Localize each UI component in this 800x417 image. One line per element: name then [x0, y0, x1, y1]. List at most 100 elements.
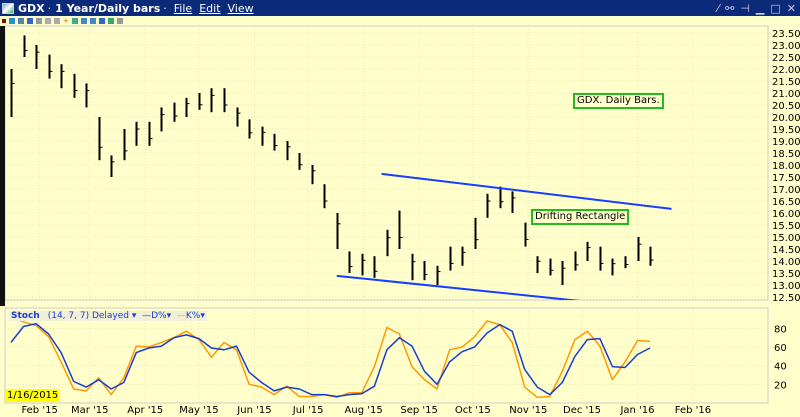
price-bar — [248, 119, 253, 139]
price-bar — [624, 256, 629, 269]
chart-toolbar: + — [0, 16, 800, 25]
price-bar — [586, 241, 591, 261]
period-dropdown-icon[interactable]: · — [163, 1, 167, 15]
split-icon[interactable] — [108, 17, 114, 24]
price-axis-label: 16.00 — [772, 209, 800, 220]
date-axis-label: Aug '15 — [345, 405, 383, 416]
price-axis-label: 15.00 — [772, 233, 800, 244]
k-label[interactable]: K% — [185, 311, 201, 321]
price-bar — [123, 129, 128, 161]
crosshair-icon[interactable]: + — [63, 16, 69, 25]
close-icon[interactable]: ✕ — [786, 1, 796, 15]
date-axis-label: Oct '15 — [455, 405, 491, 416]
area-chart-icon[interactable] — [27, 17, 33, 24]
menu-edit[interactable]: Edit — [199, 1, 221, 15]
price-axis-label: 22.00 — [772, 65, 800, 76]
cursor-date-label: 1/16/2015 — [6, 389, 60, 402]
price-bar — [549, 258, 554, 276]
price-axis-label: 13.00 — [772, 281, 800, 292]
price-axis-label: 17.50 — [772, 173, 800, 184]
scroll-right-icon[interactable] — [90, 17, 96, 24]
price-bar — [135, 121, 140, 146]
price-bar — [423, 261, 428, 281]
price-axis-label: 15.50 — [772, 221, 800, 232]
price-bar — [323, 184, 328, 209]
price-bar — [198, 93, 203, 110]
indicator-icon[interactable] — [72, 17, 78, 24]
price-bar — [436, 265, 441, 285]
date-axis-label: Apr '15 — [127, 405, 163, 416]
menu-view[interactable]: View — [227, 1, 254, 15]
price-bar — [73, 73, 78, 98]
d-line-swatch-icon: — — [142, 311, 152, 321]
price-bar — [449, 246, 454, 271]
price-bar — [298, 153, 303, 170]
price-axis-label: 14.00 — [772, 257, 800, 268]
date-axis-label: Feb '15 — [21, 405, 57, 416]
menu-file[interactable]: File — [173, 1, 193, 15]
price-bar — [48, 54, 53, 79]
price-axis-label: 20.00 — [772, 113, 800, 124]
price-bar — [10, 69, 15, 117]
date-axis-label: Dec '15 — [563, 405, 601, 416]
select-icon[interactable] — [9, 17, 15, 24]
stoch-legend[interactable]: Stoch (14, 7, 7) Delayed ▾ —D%▾ —K%▾ — [9, 311, 207, 321]
draw-icon[interactable] — [36, 17, 42, 24]
symbol-label[interactable]: GDX — [18, 1, 45, 15]
tools-icon[interactable] — [117, 17, 123, 24]
price-bar — [210, 88, 215, 113]
price-bar — [311, 165, 316, 185]
price-bar — [35, 45, 40, 69]
price-bar — [23, 35, 28, 57]
close-icon[interactable] — [2, 18, 6, 23]
price-bar — [461, 246, 466, 266]
price-bar — [373, 256, 378, 278]
date-axis-label: Nov '15 — [509, 405, 547, 416]
stoch-axis-label: 20 — [774, 380, 787, 391]
pin-icon[interactable]: ⊣ — [740, 1, 750, 15]
annotation-pattern-note[interactable]: Drifting Rectangle — [531, 209, 630, 225]
symbol-dropdown-icon[interactable]: · — [47, 1, 52, 15]
bar-chart-icon[interactable] — [18, 17, 24, 24]
price-bar — [637, 237, 642, 261]
stoch-params: (14, 7, 7) Delayed — [47, 311, 130, 321]
stoch-panel — [4, 307, 769, 404]
price-axis-label: 22.50 — [772, 53, 800, 64]
date-axis-label: Mar '15 — [71, 405, 109, 416]
price-bar — [110, 155, 115, 177]
stoch-axis-label: 80 — [774, 324, 787, 335]
stoch-axis-label: 60 — [774, 343, 787, 354]
price-bar — [486, 193, 491, 218]
price-axis-label: 14.50 — [772, 245, 800, 256]
period-label[interactable]: 1 Year/Daily bars — [55, 1, 161, 15]
zoom-out-icon[interactable] — [54, 17, 60, 24]
d-label[interactable]: D% — [151, 311, 167, 321]
price-axis-label: 23.00 — [772, 41, 800, 52]
price-bar — [411, 253, 416, 281]
price-axis-label: 21.50 — [772, 77, 800, 88]
price-bar — [361, 253, 366, 276]
trendline — [381, 172, 672, 210]
price-axis-label: 19.50 — [772, 125, 800, 136]
link-icon[interactable]: ⚯ — [725, 1, 735, 15]
price-bar — [223, 88, 228, 113]
price-bar — [474, 217, 479, 249]
center-icon[interactable] — [99, 17, 105, 24]
price-bar — [536, 256, 541, 273]
maximize-icon[interactable]: □ — [770, 1, 781, 15]
window-titlebar: GDX · 1 Year/Daily bars · File Edit View… — [0, 0, 800, 16]
price-bar — [524, 222, 529, 247]
price-bar — [398, 210, 403, 249]
stoch-name: Stoch — [11, 311, 40, 321]
scroll-left-icon[interactable] — [81, 17, 87, 24]
wrench-icon[interactable]: ⁄ — [717, 1, 720, 15]
date-axis-label: Jun '15 — [236, 405, 271, 416]
minimize-icon[interactable]: ▁ — [755, 1, 765, 15]
price-bar — [336, 213, 341, 249]
annotation-title-note[interactable]: GDX. Daily Bars. — [573, 93, 664, 109]
date-axis-label: Sep '15 — [400, 405, 438, 416]
zoom-in-icon[interactable] — [45, 17, 51, 24]
price-axis-label: 18.00 — [772, 161, 800, 172]
price-bar — [511, 191, 516, 213]
